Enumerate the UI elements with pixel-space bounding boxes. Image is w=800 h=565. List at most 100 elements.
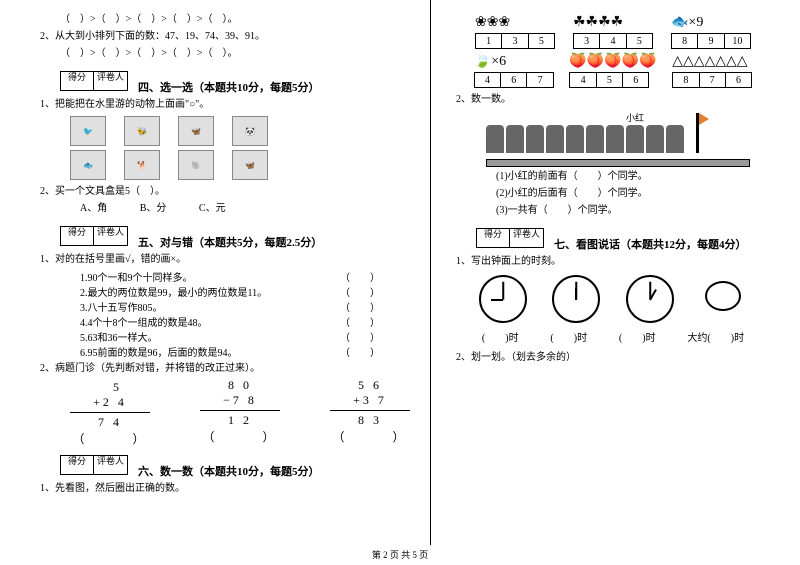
animal-butterfly-icon: 🦋 [232, 150, 268, 180]
clock-1-icon [479, 275, 527, 323]
q6-1: 1、先看图，然后圈出正确的数。 [40, 481, 410, 496]
grader-label: 评卷人 [510, 228, 544, 248]
page-footer: 第 2 页 共 5 页 [0, 548, 800, 561]
student-icon [646, 125, 664, 153]
s1: (1)小红的前面有（ ）个同学。 [496, 169, 770, 184]
student-icon [526, 125, 544, 153]
num-box: 8910 [671, 33, 751, 49]
j5: 5.63和36一样大。 [80, 329, 158, 344]
calc-3-b: +3 7 [330, 393, 410, 408]
calc-1-c: 7 4 [70, 415, 150, 430]
calc-3-a: 5 6 [330, 378, 410, 393]
animal-fish-icon: 🐟 [70, 150, 106, 180]
blank: （ ） [340, 284, 380, 299]
clock-labels: ( )时 ( )时 ( )时 大约( )时 [466, 329, 760, 344]
grader-label: 评卷人 [94, 455, 128, 475]
animal-dragonfly-icon: 🦋 [178, 116, 214, 146]
num-box: 345 [573, 33, 653, 49]
clock-row [466, 275, 760, 323]
opt-c: C、元 [199, 203, 226, 214]
flag-icon [696, 113, 699, 153]
q5-2: 2、病题门诊（先判断对错，并将错的改正过来）。 [40, 361, 410, 376]
student-queue [486, 113, 770, 153]
calc-1: 5 +2 4 7 4 （ ） [70, 378, 150, 447]
q4-1: 1、把能把在水里游的动物上面画"○"。 [40, 97, 410, 112]
count-row-1: ❀❀❀ 135 ☘☘☘☘ 345 🐟×9 8910 [466, 14, 760, 49]
num-box: 456 [569, 72, 649, 88]
s3: (3)一共有（ ）个同学。 [496, 203, 770, 218]
blank-compare-1: （ ）>（ ）>（ ）>（ ）>（ ）。 [60, 12, 410, 27]
blank-compare-2: （ ）>（ ）>（ ）>（ ）>（ ）。 [60, 46, 410, 61]
student-icon [586, 125, 604, 153]
animal-bee-icon: 🐝 [124, 116, 160, 146]
j4: 4.4个十8个一组成的数是48。 [80, 314, 208, 329]
clock-label-4: 大约( )时 [687, 329, 744, 344]
calc-2-line [200, 410, 280, 411]
j6: 6.95前面的数是96，后面的数是94。 [80, 344, 238, 359]
score-label: 得分 [60, 71, 94, 91]
clover-icon: ☘☘☘☘ [573, 14, 653, 31]
section-4-header: 得分 评卷人 四、选一选（本题共10分，每题5分） [40, 63, 410, 95]
j3: 3.八十五写作805。 [80, 299, 163, 314]
q6-2: 2、数一数。 [456, 92, 770, 107]
calc-1-line [70, 412, 150, 413]
blank: （ ） [340, 269, 380, 284]
section-5-header: 得分 评卷人 五、对与错（本题共5分，每题2.5分） [40, 218, 410, 250]
calc-2: 8 0 −7 8 1 2 （ ） [200, 378, 280, 447]
s2: (2)小红的后面有（ ）个同学。 [496, 186, 770, 201]
opt-a: A、角 [80, 203, 107, 214]
animal-dog-icon: 🐕 [124, 150, 160, 180]
blank: （ ） [340, 299, 380, 314]
q5-1: 1、对的在括号里画√，错的画×。 [40, 252, 410, 267]
calc-3-c: 8 3 [330, 413, 410, 428]
section-6-header: 得分 评卷人 六、数一数（本题共10分，每题5分） [40, 447, 410, 479]
calc-2-a: 8 0 [200, 378, 280, 393]
animal-row-2: 🐟 🐕 🐘 🦋 [70, 150, 410, 180]
j1: 1.90个一和9个十同样多。 [80, 269, 193, 284]
grader-label: 评卷人 [94, 226, 128, 246]
blank: （ ） [340, 329, 380, 344]
clock-label-2: ( )时 [550, 329, 587, 344]
section-7-header: 得分 评卷人 七、看图说话（本题共12分，每题4分） [456, 220, 770, 252]
calc-2-c: 1 2 [200, 413, 280, 428]
num-box: 467 [474, 72, 554, 88]
platform [486, 159, 750, 167]
q7-1: 1、写出钟面上的时刻。 [456, 254, 770, 269]
animal-bird-icon: 🐦 [70, 116, 106, 146]
student-icon [486, 125, 504, 153]
calc-3-blank: （ ） [330, 428, 410, 445]
peach-icon: 🍑🍑🍑🍑🍑 [569, 53, 656, 70]
num-box: 876 [672, 72, 752, 88]
opt-b: B、分 [140, 203, 167, 214]
num-box: 135 [475, 33, 555, 49]
student-xiaohong-icon [626, 125, 644, 153]
fish-icon: 🐟×9 [671, 14, 751, 31]
student-icon [566, 125, 584, 153]
clock-label-3: ( )时 [619, 329, 656, 344]
animal-elephant-icon: 🐘 [178, 150, 214, 180]
alarm-clock-icon [699, 275, 747, 315]
calc-1-blank: （ ） [70, 430, 150, 447]
leaf-icon: 🍃×6 [474, 53, 554, 70]
triangle-icon: △△△△△△△ [672, 53, 752, 70]
animal-row-1: 🐦 🐝 🦋 🐼 [70, 116, 410, 146]
section-5-title: 五、对与错（本题共5分，每题2.5分） [138, 234, 322, 250]
grader-label: 评卷人 [94, 71, 128, 91]
clock-3-icon [626, 275, 674, 323]
section-4-title: 四、选一选（本题共10分，每题5分） [138, 79, 320, 95]
student-icon [606, 125, 624, 153]
blank: （ ） [340, 314, 380, 329]
score-label: 得分 [476, 228, 510, 248]
left-column: （ ）>（ ）>（ ）>（ ）>（ ）。 2、从大到小排列下面的数：47、19、… [0, 0, 431, 545]
calc-2-blank: （ ） [200, 428, 280, 445]
count-row-2: 🍃×6 467 🍑🍑🍑🍑🍑 456 △△△△△△△ 876 [466, 53, 760, 88]
section-7-title: 七、看图说话（本题共12分，每题4分） [554, 236, 747, 252]
calc-1-b: +2 4 [70, 395, 150, 410]
clock-2-icon [552, 275, 600, 323]
right-column: ❀❀❀ 135 ☘☘☘☘ 345 🐟×9 8910 🍃×6 467 🍑🍑🍑🍑🍑 456 △… [431, 0, 800, 545]
blank: （ ） [340, 344, 380, 359]
flower-icon: ❀❀❀ [475, 14, 555, 31]
q-sort: 2、从大到小排列下面的数：47、19、74、39、91。 [40, 29, 410, 44]
score-label: 得分 [60, 226, 94, 246]
q4-2-options: A、角 B、分 C、元 [80, 201, 410, 216]
